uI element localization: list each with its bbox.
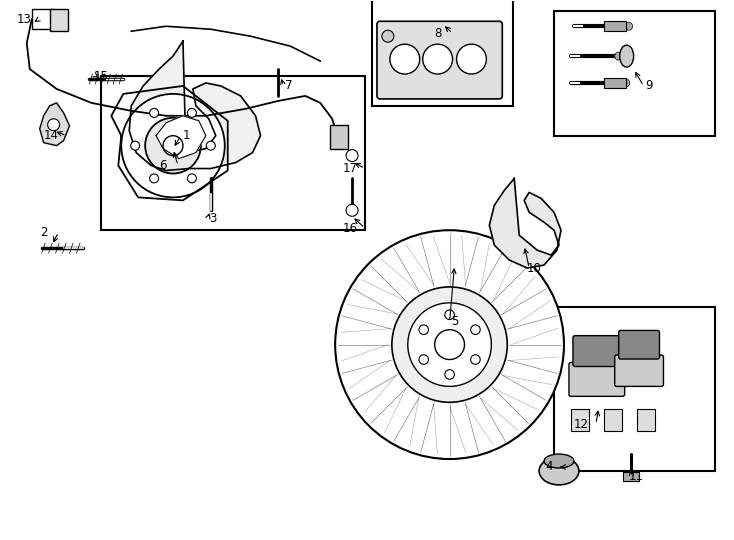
Text: 11: 11 [629, 470, 644, 483]
Text: 17: 17 [343, 162, 357, 175]
Text: 6: 6 [159, 159, 167, 172]
Polygon shape [129, 41, 261, 171]
Circle shape [206, 141, 215, 150]
Circle shape [419, 325, 429, 334]
Circle shape [346, 204, 358, 217]
Circle shape [419, 355, 429, 365]
Circle shape [392, 287, 507, 402]
Bar [372, 0, 513, 106]
Circle shape [435, 330, 465, 360]
Circle shape [163, 136, 183, 156]
Circle shape [423, 44, 453, 74]
Text: 3: 3 [209, 212, 217, 225]
Bar [50, 9, 68, 31]
Bar [330, 125, 348, 148]
Circle shape [187, 174, 197, 183]
Circle shape [187, 109, 197, 117]
Text: 10: 10 [527, 261, 542, 274]
Circle shape [382, 30, 394, 42]
Bar [636, 409, 655, 431]
Text: 1: 1 [182, 129, 189, 142]
Bar [622, 472, 639, 481]
Circle shape [457, 44, 487, 74]
Circle shape [48, 119, 59, 131]
Circle shape [622, 79, 630, 87]
Circle shape [390, 44, 420, 74]
Circle shape [121, 94, 225, 198]
Bar [604, 409, 622, 431]
Text: 16: 16 [343, 222, 357, 235]
Circle shape [131, 141, 139, 150]
Bar [604, 78, 625, 88]
Ellipse shape [619, 45, 633, 67]
Polygon shape [156, 116, 206, 159]
Circle shape [145, 118, 201, 173]
Ellipse shape [539, 457, 579, 485]
Text: 5: 5 [451, 315, 458, 328]
Circle shape [445, 310, 454, 320]
FancyBboxPatch shape [614, 355, 664, 387]
FancyBboxPatch shape [569, 362, 625, 396]
Text: 15: 15 [94, 70, 109, 83]
Circle shape [150, 109, 159, 117]
Circle shape [445, 370, 454, 379]
Polygon shape [490, 179, 561, 268]
FancyBboxPatch shape [619, 330, 659, 359]
Circle shape [470, 325, 480, 334]
Bar [554, 307, 715, 471]
Bar [101, 76, 365, 230]
Circle shape [408, 303, 491, 387]
Ellipse shape [544, 454, 574, 468]
Text: 12: 12 [573, 418, 589, 431]
Bar [554, 11, 715, 136]
Text: 8: 8 [434, 26, 441, 40]
Circle shape [470, 355, 480, 365]
FancyBboxPatch shape [573, 336, 621, 367]
Circle shape [150, 174, 159, 183]
Polygon shape [40, 103, 70, 146]
Circle shape [625, 22, 633, 30]
Text: 9: 9 [644, 79, 653, 92]
Circle shape [335, 230, 564, 459]
Text: 7: 7 [285, 79, 292, 92]
Circle shape [346, 150, 358, 161]
FancyBboxPatch shape [377, 21, 502, 99]
Text: 2: 2 [40, 226, 48, 239]
Text: 4: 4 [545, 461, 553, 474]
Circle shape [614, 52, 622, 60]
Text: 13: 13 [16, 13, 32, 26]
Bar [32, 9, 54, 29]
Bar [571, 409, 589, 431]
Text: 14: 14 [44, 129, 59, 142]
Bar [604, 21, 625, 31]
